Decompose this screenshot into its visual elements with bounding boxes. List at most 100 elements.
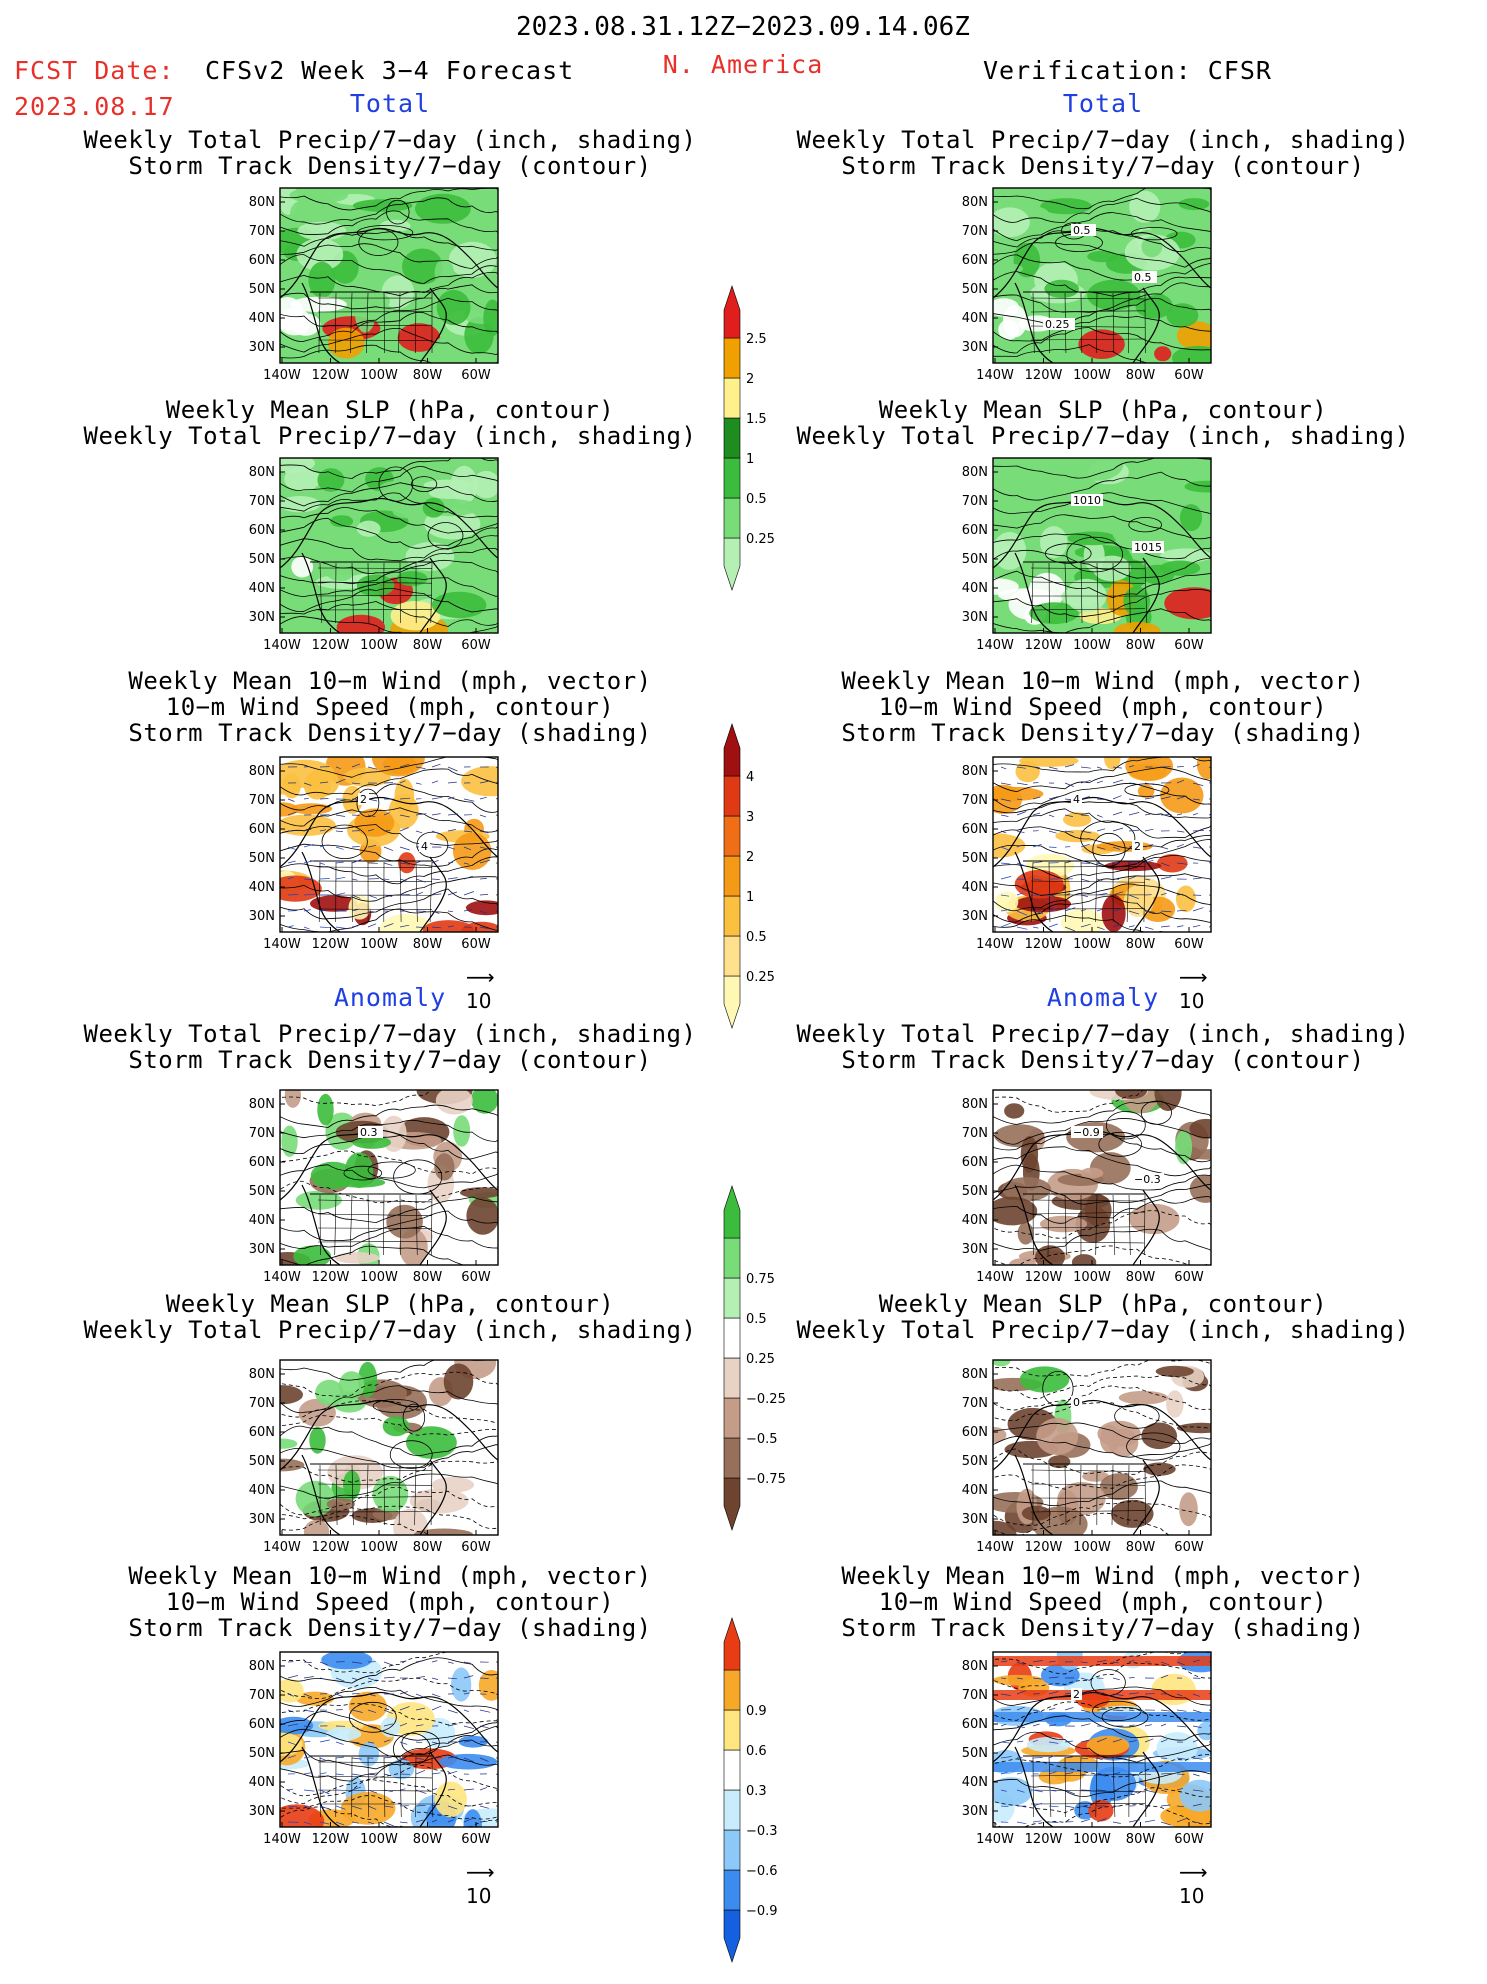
shading-patch [276,815,335,836]
contour-label: 4 [421,840,428,853]
lon-label: 100W [1073,368,1111,383]
lat-label: 50N [249,1746,275,1761]
lat-label: 60N [962,253,988,268]
shading-patch [1021,1136,1038,1173]
shading-patch [1175,1130,1192,1164]
lon-label: 140W [976,368,1014,383]
shading-patch [386,1205,423,1239]
colorbar-label: 1 [746,890,754,905]
lat-label: 40N [962,311,988,326]
lat-label: 30N [249,1804,275,1819]
lat-label: 30N [962,1512,988,1527]
lon-label: 60W [1174,368,1204,383]
lat-label: 60N [249,1717,275,1732]
shading-band [993,1762,1211,1772]
lat-label: 80N [962,1659,988,1674]
colorbar-segment [724,1358,740,1398]
colorbar-label: 1.5 [746,412,767,427]
colorbar-segment [724,1790,740,1830]
lat-label: 70N [962,1688,988,1703]
colorbar-segment [724,1438,740,1478]
fcst-date-label: FCST Date: [14,58,175,83]
fc-p6-title2: 10−m Wind Speed (mph, contour) [80,1590,700,1614]
colorbar-segment [724,338,740,378]
lon-label: 80W [1126,1540,1156,1555]
lat-label: 40N [249,880,275,895]
shading-patch [994,1124,1044,1147]
shading-patch [453,833,492,870]
lat-label: 50N [962,1746,988,1761]
shading-patch [423,498,445,518]
wind-vector [1001,1678,1006,1679]
contour-label: 1015 [1134,541,1162,554]
lon-label: 80W [1126,638,1156,653]
colorbar-svg: −0.9−0.6−0.30.30.60.9 [722,1600,812,1980]
lat-label: 60N [962,1717,988,1732]
fc-p5-title2: Weekly Total Precip/7−day (inch, shading… [80,1318,700,1342]
contour-label: 2 [1134,840,1141,853]
shading-patch [1087,280,1140,311]
lon-label: 120W [1025,937,1063,952]
lon-label: 80W [413,1832,443,1847]
lon-label: 120W [1025,1270,1063,1285]
lon-label: 60W [461,368,491,383]
shading-patch [1088,1800,1113,1822]
lat-label: 30N [962,1242,988,1257]
lat-label: 80N [249,1097,275,1112]
shading-patch [1147,492,1187,505]
lon-label: 100W [360,638,398,653]
lon-label: 100W [1073,1832,1111,1847]
lat-label: 40N [249,581,275,596]
shading-patch [293,1246,331,1268]
lon-label: 80W [1126,1270,1156,1285]
shading-patch [451,1667,471,1701]
lon-label: 80W [1126,937,1156,952]
shading-patch [437,290,471,325]
shading-patch [335,1252,380,1264]
colorbar-label: 2 [746,372,754,387]
contour-label: 4 [1073,793,1080,806]
vr-p4-title1: Weekly Total Precip/7−day (inch, shading… [793,1022,1413,1046]
vr-p2-title1: Weekly Mean SLP (hPa, contour) [793,398,1413,422]
shading-patch [1164,587,1224,619]
shading-patch [1048,1455,1070,1468]
lon-label: 100W [1073,937,1111,952]
colorbar-label: −0.9 [746,1904,778,1919]
total-label-left: Total [290,91,490,116]
colorbar-segment [724,1830,740,1870]
lat-label: 80N [962,1097,988,1112]
shading-patch [290,187,349,204]
contour-label: 0 [1073,1396,1080,1409]
contour-label: 0.3 [360,1126,378,1139]
lon-label: 100W [360,1540,398,1555]
vr-p6-title3: Storm Track Density/7−day (shading) [793,1616,1413,1640]
wind-vector [480,1678,489,1679]
wind-vector [352,847,360,848]
fc-p4-title1: Weekly Total Precip/7−day (inch, shading… [80,1022,700,1046]
lat-label: 40N [249,1213,275,1228]
lon-label: 100W [360,1832,398,1847]
contour-label: 2 [360,793,367,806]
wind-vector [320,799,329,800]
shading-patch [290,803,332,814]
lat-label: 40N [249,1483,275,1498]
fc-p1-title1: Weekly Total Precip/7−day (inch, shading… [80,128,700,152]
lon-label: 80W [413,368,443,383]
lat-label: 30N [249,610,275,625]
lon-label: 100W [1073,1270,1111,1285]
shading-patch [1179,198,1210,210]
colorbar-segment [724,1318,740,1358]
